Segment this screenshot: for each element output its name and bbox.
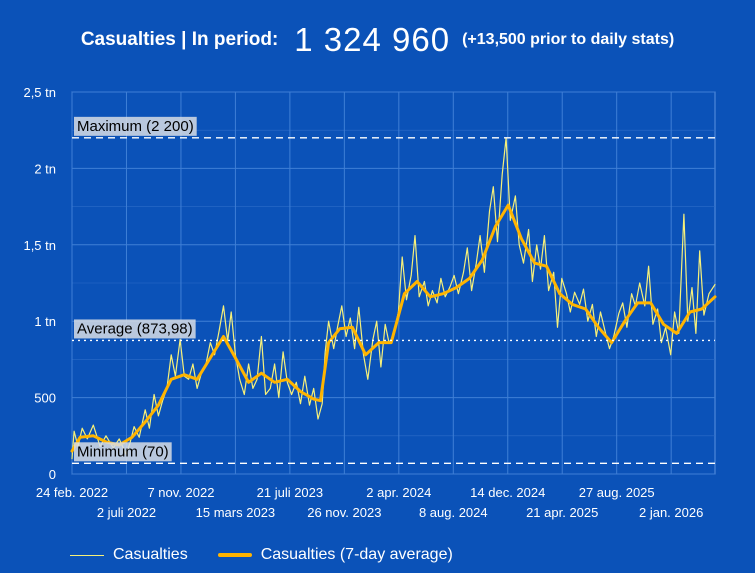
reference-label-background	[74, 442, 172, 462]
header-total: 1 324 960	[294, 21, 451, 58]
y-tick-label: 2,5 tn	[23, 85, 56, 100]
chart-legend: Casualties Casualties (7-day average)	[70, 543, 483, 567]
reference-label: Minimum (70)	[77, 443, 169, 460]
y-tick-label: 2 tn	[34, 161, 56, 176]
y-tick-label: 1,5 tn	[23, 238, 56, 253]
legend-swatch-avg	[217, 553, 252, 557]
header-label: Casualties | In period:	[80, 29, 279, 50]
x-tick-label: 15 mars 2023	[196, 505, 276, 520]
x-tick-label: 21 apr. 2025	[526, 505, 598, 520]
y-tick-label: 1 tn	[34, 314, 56, 329]
header-note: (+13,500 prior to daily stats)	[462, 31, 675, 48]
x-tick-label: 2 juli 2022	[97, 505, 156, 520]
legend-swatch-raw	[70, 554, 104, 556]
y-tick-label: 500	[34, 391, 56, 406]
series-line-7day-average	[70, 203, 717, 453]
reference-label-background	[74, 116, 197, 136]
reference-label: Maximum (2 200)	[77, 118, 194, 135]
x-tick-label: 24 feb. 2022	[36, 485, 108, 500]
x-tick-label: 2 jan. 2026	[639, 505, 703, 520]
reference-label: Average (873,98)	[77, 320, 193, 337]
y-tick-label: 0	[49, 467, 56, 482]
x-tick-label: 26 nov. 2023	[307, 505, 381, 520]
legend-item-avg[interactable]: Casualties (7-day average)	[217, 546, 453, 564]
legend-label-raw: Casualties	[113, 546, 188, 563]
x-tick-label: 21 juli 2023	[257, 485, 324, 500]
x-tick-label: 27 aug. 2025	[579, 485, 655, 500]
reference-label-background	[74, 319, 196, 339]
x-tick-label: 8 aug. 2024	[419, 505, 488, 520]
x-tick-label: 7 nov. 2022	[147, 485, 214, 500]
legend-item-raw[interactable]: Casualties	[70, 546, 188, 564]
legend-label-avg: Casualties (7-day average)	[260, 546, 453, 563]
x-tick-label: 2 apr. 2024	[366, 485, 431, 500]
series-line-casualties	[71, 137, 716, 460]
x-tick-label: 14 dec. 2024	[470, 485, 545, 500]
chart-header: Casualties | In period: 1 324 960 (+13,5…	[0, 18, 755, 62]
